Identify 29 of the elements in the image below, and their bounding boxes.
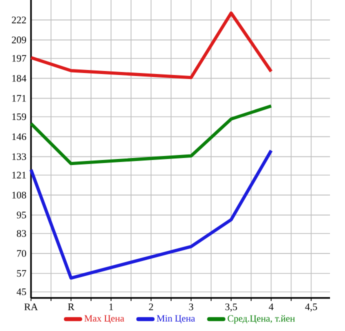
x-tick-label: 4 bbox=[268, 304, 274, 310]
x-tick-label: 2 bbox=[149, 304, 154, 310]
line-series bbox=[29, 148, 273, 280]
x-tick-label: 4,5 bbox=[305, 304, 318, 312]
y-tick-label: 146 bbox=[12, 133, 26, 140]
y-tick-label: 133 bbox=[12, 153, 26, 160]
y-tick-label: 184 bbox=[12, 74, 26, 82]
y-tick-label: 121 bbox=[12, 172, 26, 178]
x-tick-label: 3 bbox=[189, 304, 194, 310]
x-tick-label: 3,5 bbox=[225, 304, 237, 312]
line-series bbox=[29, 104, 273, 166]
y-tick-label: 209 bbox=[12, 36, 26, 44]
legend-label: Min Цена bbox=[156, 315, 196, 324]
y-tick-label: 57 bbox=[17, 270, 26, 277]
y-tick-label: 70 bbox=[17, 250, 26, 257]
y-tick-label: 108 bbox=[12, 192, 26, 198]
y-tick-label: 222 bbox=[12, 16, 26, 24]
x-tick-label: R bbox=[68, 304, 74, 310]
y-tick-label: 171 bbox=[12, 95, 26, 102]
legend-label: Сред.Цена, т.йен bbox=[228, 315, 295, 324]
y-tick-label: 95 bbox=[16, 212, 26, 218]
x-tick-label: RA bbox=[24, 304, 38, 310]
y-tick-label: 45 bbox=[16, 288, 26, 296]
y-tick-label: 197 bbox=[12, 55, 26, 62]
line-series bbox=[29, 11, 273, 80]
y-tick-label: 159 bbox=[12, 113, 26, 120]
legend-label: Max Цена bbox=[84, 315, 124, 324]
x-tick-label: 1 bbox=[109, 304, 113, 310]
y-tick-label: 83 bbox=[16, 230, 26, 237]
